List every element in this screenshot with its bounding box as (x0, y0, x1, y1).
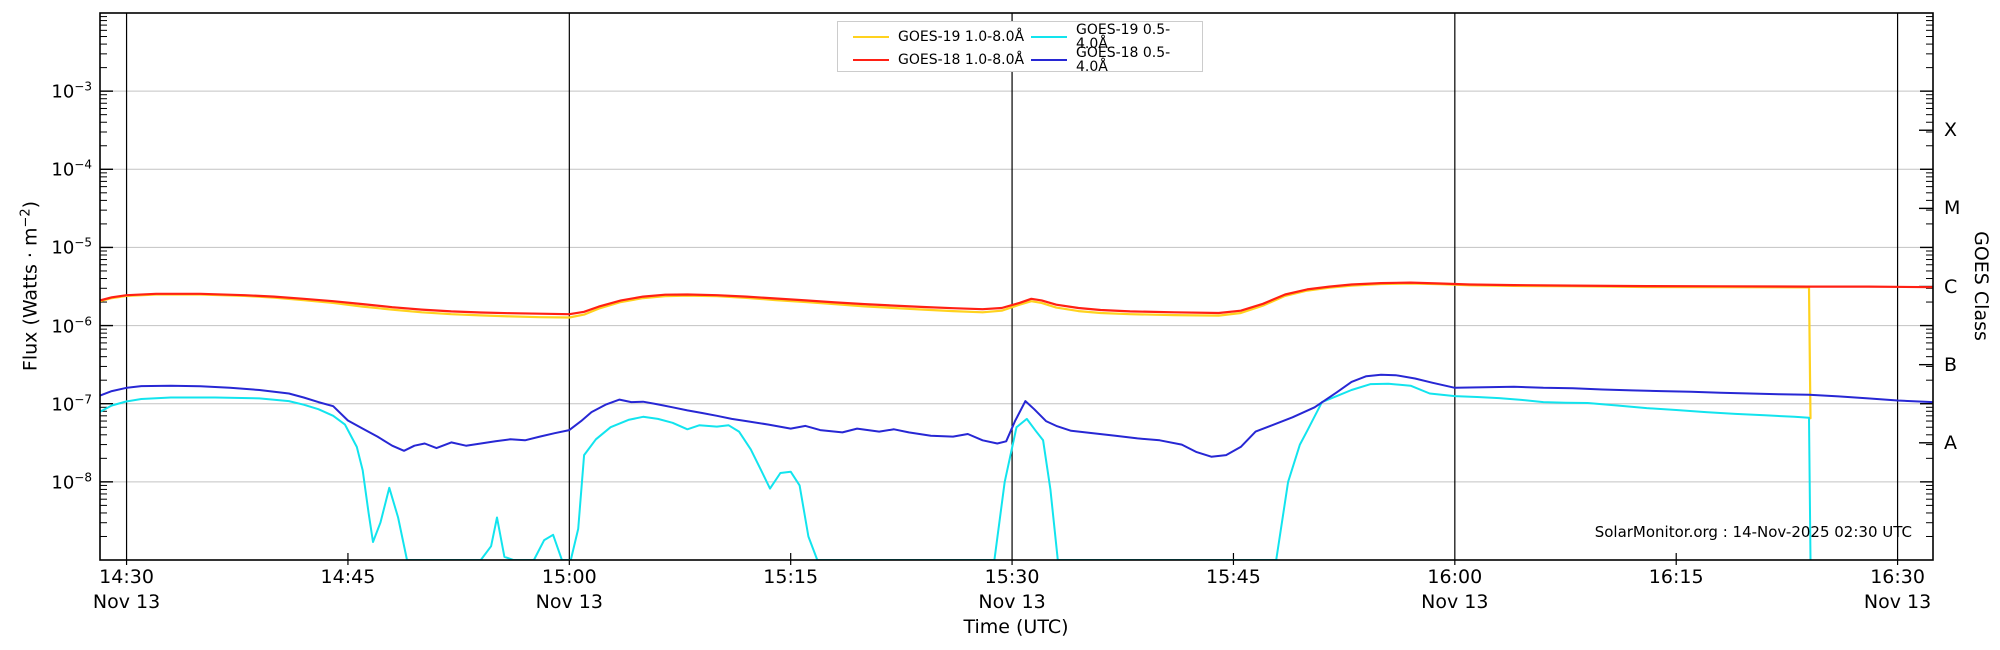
goes-class-letter: X (1944, 119, 1958, 142)
x-tick-date: Nov 13 (1863, 591, 1932, 613)
legend-item: GOES-18 0.5-4.0Å (1031, 45, 1202, 75)
x-tick-label: 16:30 (1870, 566, 1925, 588)
legend-swatch (853, 59, 889, 61)
goes-class-letter: A (1944, 431, 1957, 454)
x-tick-date: Nov 13 (978, 591, 1046, 613)
y-tick-label: 10−5 (51, 235, 92, 259)
source-annotation: SolarMonitor.org : 14-Nov-2025 02:30 UTC (1594, 523, 1912, 541)
y-tick-label: 10−6 (51, 314, 92, 338)
legend-label: GOES-18 0.5-4.0Å (1075, 45, 1171, 75)
x-tick-date: Nov 13 (535, 591, 603, 613)
x-tick-label: 16:00 (1427, 566, 1483, 588)
series-line-goes-18-1-0-8-0- (100, 281, 1933, 316)
goes-class-letter: C (1944, 275, 1958, 298)
legend-label: GOES-18 1.0-8.0Å (898, 52, 1025, 68)
series-line-goes-18-0-5-4-0- (100, 373, 1933, 458)
legend-swatch (1031, 36, 1067, 38)
y-tick-label: 10−4 (51, 157, 92, 181)
legend-item: GOES-18 1.0-8.0Å (853, 49, 1024, 71)
right-axis-title: GOES Class (1970, 231, 1992, 341)
legend: GOES-19 1.0-8.0Å GOES-18 1.0-8.0Å GOES-19 … (837, 21, 1203, 75)
legend-swatch (853, 36, 889, 38)
x-tick-label: 15:15 (763, 566, 819, 588)
series-line-goes-19-0-5-4-0- (100, 382, 1812, 560)
x-tick-label: 16:15 (1648, 566, 1704, 588)
y-tick-label: 10−3 (51, 79, 92, 103)
legend-label: GOES-19 1.0-8.0Å (898, 29, 1025, 45)
x-axis-title: Time (UTC) (963, 616, 1069, 638)
goes-class-letter: B (1944, 353, 1958, 376)
x-tick-date: Nov 13 (92, 591, 161, 613)
y-axis-title: Flux (Watts · m−2) (18, 200, 42, 372)
y-tick-label: 10−8 (51, 470, 92, 494)
legend-item: GOES-19 0.5-4.0Å (1031, 22, 1202, 52)
x-tick-label: 15:45 (1206, 566, 1261, 588)
x-tick-label: 15:00 (541, 566, 597, 588)
y-tick-label: 10−7 (51, 392, 92, 416)
x-tick-date: Nov 13 (1421, 591, 1489, 613)
legend-label: GOES-19 0.5-4.0Å (1075, 22, 1171, 52)
x-tick-label: 14:30 (99, 566, 154, 588)
plot-frame (99, 12, 1934, 561)
x-tick-label: 14:45 (320, 566, 376, 588)
goes-class-letter: M (1944, 197, 1961, 220)
legend-swatch (1031, 59, 1067, 61)
legend-item: GOES-19 1.0-8.0Å (853, 26, 1024, 48)
x-tick-label: 15:30 (984, 566, 1040, 588)
